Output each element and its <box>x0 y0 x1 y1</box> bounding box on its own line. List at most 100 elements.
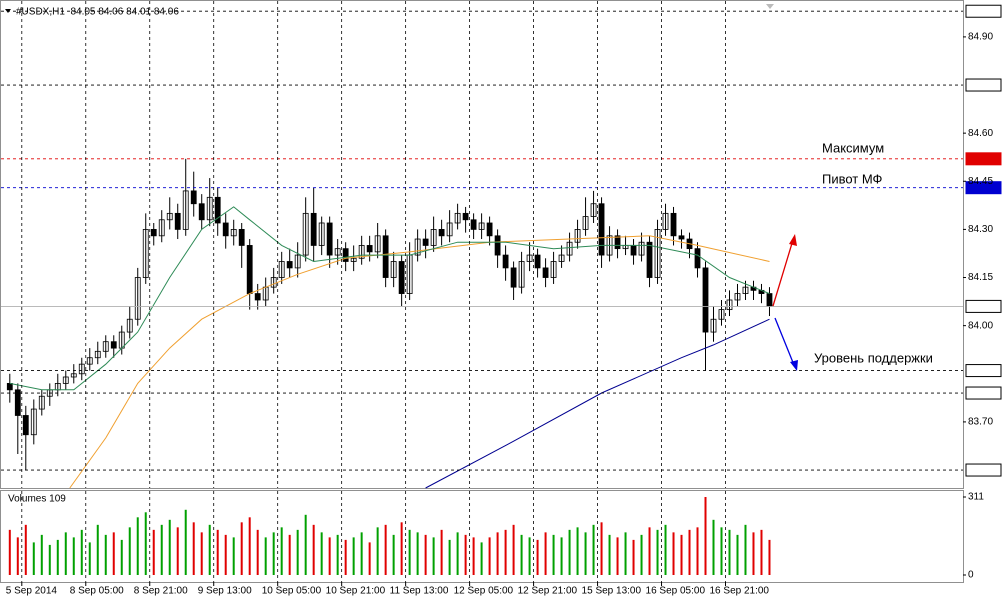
volume-bar <box>688 529 691 575</box>
main-panel <box>0 0 964 489</box>
volume-bar <box>312 524 315 575</box>
volume-bar <box>136 517 139 575</box>
level-box <box>965 463 1002 477</box>
volume-bar <box>80 529 83 575</box>
volume-bar <box>88 542 91 575</box>
volume-bar <box>280 527 283 575</box>
volume-bar <box>520 534 523 575</box>
volume-bar <box>272 532 275 575</box>
volume-bar <box>464 534 467 575</box>
y-tick-label: 84.00 <box>968 320 993 331</box>
dropdown-icon[interactable] <box>5 9 11 13</box>
x-tick-label: 11 Sep 13:00 <box>390 586 449 597</box>
level-box <box>965 4 1002 18</box>
indicator-line <box>9 206 770 391</box>
volume-bar <box>616 537 619 575</box>
shift-marker <box>766 4 774 9</box>
volume-bar <box>72 537 75 575</box>
x-tick-label: 9 Sep 13:00 <box>198 586 252 597</box>
y-tick-label: 84.90 <box>968 32 993 43</box>
volume-bar <box>720 527 723 575</box>
volume-bar <box>544 532 547 575</box>
volume-bar <box>200 532 203 575</box>
volume-bar <box>656 529 659 575</box>
volume-bar <box>224 534 227 575</box>
volume-bar <box>512 524 515 575</box>
volume-bar <box>736 534 739 575</box>
level-box <box>965 78 1002 92</box>
volume-bar <box>304 514 307 575</box>
volume-bar <box>152 529 155 575</box>
volume-bar <box>624 532 627 575</box>
volume-bar <box>336 534 339 575</box>
volume-bar <box>584 532 587 575</box>
volume-bar <box>168 519 171 575</box>
volume-bar <box>648 527 651 575</box>
volume-bar <box>376 527 379 575</box>
y-tick-label: 84.60 <box>968 128 993 139</box>
x-tick-label: 15 Sep 13:00 <box>582 586 642 597</box>
volume-bar <box>472 537 475 575</box>
volume-bar <box>424 534 427 575</box>
volume-bar <box>744 524 747 575</box>
volume-bar <box>32 542 35 575</box>
level-box <box>965 364 1002 378</box>
annotation: Максимум <box>822 140 884 155</box>
chart-title: #USDX,H1 84.05 84.06 84.01 84.06 <box>16 7 179 18</box>
volume-bar <box>760 529 763 575</box>
x-tick-label: 12 Sep 21:00 <box>518 586 578 597</box>
volume-bar <box>432 537 435 575</box>
volume-bar <box>320 532 323 575</box>
volume-bar <box>192 522 195 575</box>
level-box <box>965 386 1002 400</box>
volume-bar <box>608 534 611 575</box>
volume-bar <box>384 524 387 575</box>
volume-bar <box>640 534 643 575</box>
volume-bar <box>288 534 291 575</box>
level-box <box>965 181 1002 195</box>
volume-bar <box>8 529 11 575</box>
volume-bar <box>600 522 603 575</box>
level-box <box>965 299 1002 313</box>
volume-bar <box>120 539 123 575</box>
y-tick-label: 84.15 <box>968 272 993 283</box>
volume-bar <box>40 534 43 575</box>
volume-bar <box>456 532 459 575</box>
volume-bar <box>488 537 491 575</box>
volume-bar <box>632 539 635 575</box>
volume-bar <box>240 522 243 575</box>
volume-bar <box>24 524 27 575</box>
volume-bar <box>16 537 19 575</box>
volume-bar <box>664 524 667 575</box>
annotation: Пивот МФ <box>822 171 883 186</box>
volume-bar <box>712 519 715 575</box>
y-tick-label: 84.30 <box>968 224 993 235</box>
x-tick-label: 8 Sep 05:00 <box>70 586 124 597</box>
volume-bar <box>144 512 147 575</box>
level-box <box>965 152 1002 166</box>
volume-bar <box>264 537 267 575</box>
volume-bar <box>176 527 179 575</box>
volume-bar <box>480 542 483 575</box>
volume-bar <box>256 529 259 575</box>
volume-bar <box>296 529 299 575</box>
volume-panel <box>0 490 964 583</box>
volume-bar <box>528 537 531 575</box>
volume-bar <box>728 529 731 575</box>
volume-bar <box>568 529 571 575</box>
x-tick-label: 16 Sep 05:00 <box>646 586 706 597</box>
volume-bar <box>440 529 443 575</box>
x-tick-label: 5 Sep 2014 <box>6 586 58 597</box>
volume-bar <box>576 527 579 575</box>
volume-bar <box>416 532 419 575</box>
volume-bar <box>552 534 555 575</box>
volume-bar <box>232 537 235 575</box>
y-tick-label: 84.45 <box>968 176 993 187</box>
indicator-line <box>425 318 770 489</box>
volume-bar <box>64 532 67 575</box>
volume-bar <box>328 537 331 575</box>
volume-bar <box>352 537 355 575</box>
arrow-down <box>774 317 798 371</box>
volume-bar <box>112 532 115 575</box>
